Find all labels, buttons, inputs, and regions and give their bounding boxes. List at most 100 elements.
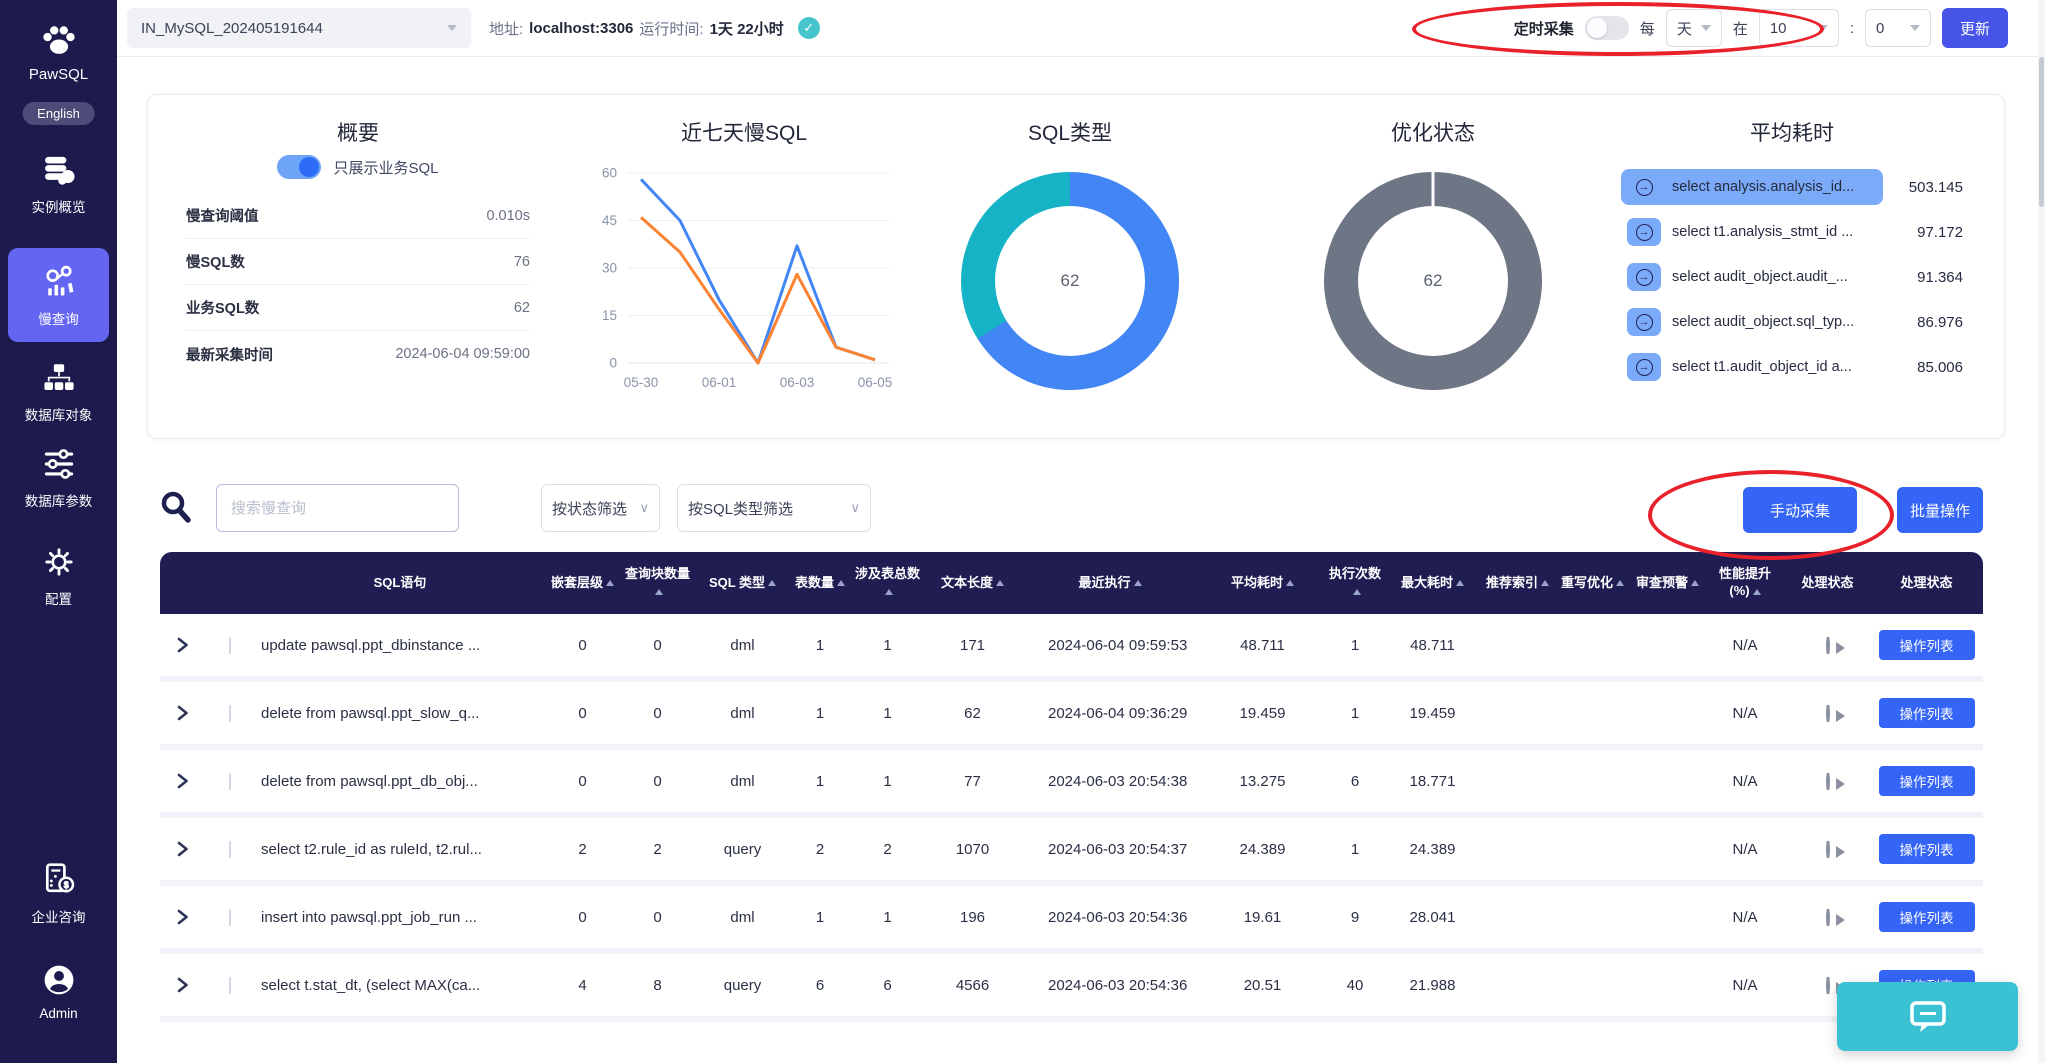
column-header-rec_index[interactable]: 推荐索引	[1480, 575, 1555, 592]
play-button[interactable]	[1825, 908, 1830, 926]
row-checkbox[interactable]	[229, 908, 231, 926]
avg-time-item[interactable]: → select audit_object.audit_... 91.364	[1621, 258, 1963, 296]
column-header-last_exec[interactable]: 最近执行	[1020, 575, 1200, 592]
sidebar-item-3[interactable]: 数据库对象	[8, 360, 109, 424]
expand-row-button[interactable]	[163, 773, 202, 789]
scrollbar-thumb[interactable]	[2039, 57, 2044, 207]
chat-widget-button[interactable]	[1837, 982, 2018, 1051]
cell-proc_status_actions: 操作列表	[1870, 834, 1983, 864]
sort-asc-icon[interactable]	[1133, 580, 1142, 587]
sort-asc-icon[interactable]	[606, 580, 614, 587]
sort-asc-icon[interactable]	[768, 580, 777, 587]
cell-proc_status_play	[1785, 704, 1870, 722]
play-button[interactable]	[1825, 976, 1830, 994]
cell-involved_tables: 2	[883, 840, 892, 858]
sort-asc-icon[interactable]	[1352, 588, 1361, 595]
sort-asc-icon[interactable]	[1752, 588, 1761, 595]
cell-table_count: 1	[815, 772, 825, 790]
sidebar-item-2[interactable]: 慢查询	[8, 248, 109, 342]
goto-query-button[interactable]: →	[1627, 308, 1661, 336]
avg-time-item[interactable]: → select t1.audit_object_id a... 85.006	[1621, 348, 1963, 386]
sort-asc-icon[interactable]	[655, 588, 663, 595]
column-header-involved_tables[interactable]: 涉及表总数	[850, 566, 925, 600]
expand-row-button[interactable]	[163, 977, 202, 993]
row-checkbox[interactable]	[229, 772, 231, 790]
column-header-exec_count[interactable]: 执行次数	[1325, 566, 1385, 600]
row-checkbox[interactable]	[229, 976, 231, 994]
goto-query-button[interactable]: →	[1627, 263, 1661, 291]
goto-query-button[interactable]: →	[1627, 173, 1661, 201]
paw-icon	[42, 26, 75, 54]
column-header-rewrite[interactable]: 重写优化	[1555, 575, 1630, 592]
play-button[interactable]	[1825, 772, 1830, 790]
goto-query-button[interactable]: →	[1627, 218, 1661, 246]
play-button[interactable]	[1825, 636, 1830, 654]
column-header-query_blocks[interactable]: 查询块数量	[620, 566, 695, 600]
row-checkbox[interactable]	[229, 704, 231, 722]
column-header-audit_warn[interactable]: 审查预警	[1630, 575, 1705, 592]
toggle-knob	[299, 157, 320, 177]
cell-avg_time: 24.389	[1239, 840, 1286, 858]
sort-asc-icon[interactable]	[1541, 580, 1549, 587]
avg-time-item[interactable]: → select analysis.analysis_id... 503.145	[1621, 168, 1963, 206]
summary-value: 76	[513, 253, 530, 270]
manual-collect-button[interactable]: 手动采集	[1743, 487, 1857, 533]
row-checkbox[interactable]	[229, 636, 231, 654]
update-button[interactable]: 更新	[1942, 8, 2008, 48]
column-label: 文本长度	[940, 574, 993, 590]
business-sql-toggle-label: 只展示业务SQL	[333, 159, 439, 177]
sort-asc-icon[interactable]	[1616, 580, 1624, 587]
vertical-scrollbar[interactable]	[2038, 0, 2045, 1063]
language-toggle-button[interactable]: English	[22, 102, 95, 125]
type-filter-select[interactable]: 按SQL类型筛选 ∨	[677, 484, 871, 532]
action-list-button[interactable]: 操作列表	[1878, 902, 1975, 932]
column-header-max_time[interactable]: 最大耗时	[1385, 575, 1480, 592]
sort-asc-icon[interactable]	[996, 580, 1004, 587]
sidebar-item-7[interactable]: Admin	[8, 962, 109, 1021]
column-header-sql_type[interactable]: SQL 类型	[695, 575, 790, 592]
sort-asc-icon[interactable]	[1456, 580, 1464, 587]
avg-time-item[interactable]: → select t1.analysis_stmt_id ... 97.172	[1621, 213, 1963, 251]
sidebar-item-4[interactable]: 数据库参数	[8, 446, 109, 510]
status-filter-select[interactable]: 按状态筛选 ∨	[541, 484, 660, 532]
column-header-proc_status_play: 处理状态	[1785, 575, 1870, 592]
schedule-unit-select[interactable]: 天	[1665, 9, 1722, 47]
batch-actions-button[interactable]: 批量操作	[1897, 487, 1983, 533]
action-list-button[interactable]: 操作列表	[1878, 766, 1975, 796]
avg-time-item[interactable]: → select audit_object.sql_typ... 86.976	[1621, 303, 1963, 341]
sort-asc-icon[interactable]	[1286, 580, 1294, 587]
column-label: 最近执行	[1078, 574, 1131, 590]
search-input[interactable]	[216, 484, 459, 532]
expand-row-button[interactable]	[163, 705, 202, 721]
schedule-hour-select[interactable]: 10	[1758, 9, 1839, 47]
sidebar-item-1[interactable]: 实例概览	[8, 152, 109, 216]
business-sql-toggle[interactable]	[277, 155, 322, 179]
column-header-perf_gain[interactable]: 性能提升 (%)	[1705, 566, 1785, 600]
action-list-button[interactable]: 操作列表	[1878, 630, 1975, 660]
cell-exec_count: 1	[1350, 704, 1360, 722]
schedule-minute-select[interactable]: 0	[1865, 9, 1931, 47]
schedule-toggle[interactable]	[1584, 16, 1629, 40]
play-button[interactable]	[1825, 840, 1830, 858]
cell-checkbox	[205, 704, 255, 722]
column-label: 涉及表总数	[854, 566, 920, 582]
column-header-text_length[interactable]: 文本长度	[925, 575, 1020, 592]
row-checkbox[interactable]	[229, 840, 231, 858]
sort-asc-icon[interactable]	[837, 580, 845, 587]
expand-row-button[interactable]	[163, 637, 202, 653]
sort-asc-icon[interactable]	[1691, 580, 1699, 587]
action-list-button[interactable]: 操作列表	[1878, 698, 1975, 728]
column-header-nest_level[interactable]: 嵌套层级	[545, 575, 620, 592]
sort-asc-icon[interactable]	[885, 588, 893, 595]
play-button[interactable]	[1825, 704, 1830, 722]
sidebar-item-6[interactable]: $ 企业咨询	[8, 862, 109, 926]
column-header-avg_time[interactable]: 平均耗时	[1200, 575, 1325, 592]
expand-row-button[interactable]	[163, 909, 202, 925]
instance-select[interactable]: IN_MySQL_202405191644	[127, 8, 471, 48]
svg-text:05-30: 05-30	[624, 375, 659, 390]
action-list-button[interactable]: 操作列表	[1878, 834, 1975, 864]
expand-row-button[interactable]	[163, 841, 202, 857]
goto-query-button[interactable]: →	[1627, 353, 1661, 381]
sidebar-item-5[interactable]: 配置	[8, 544, 109, 608]
column-header-table_count[interactable]: 表数量	[790, 575, 850, 592]
